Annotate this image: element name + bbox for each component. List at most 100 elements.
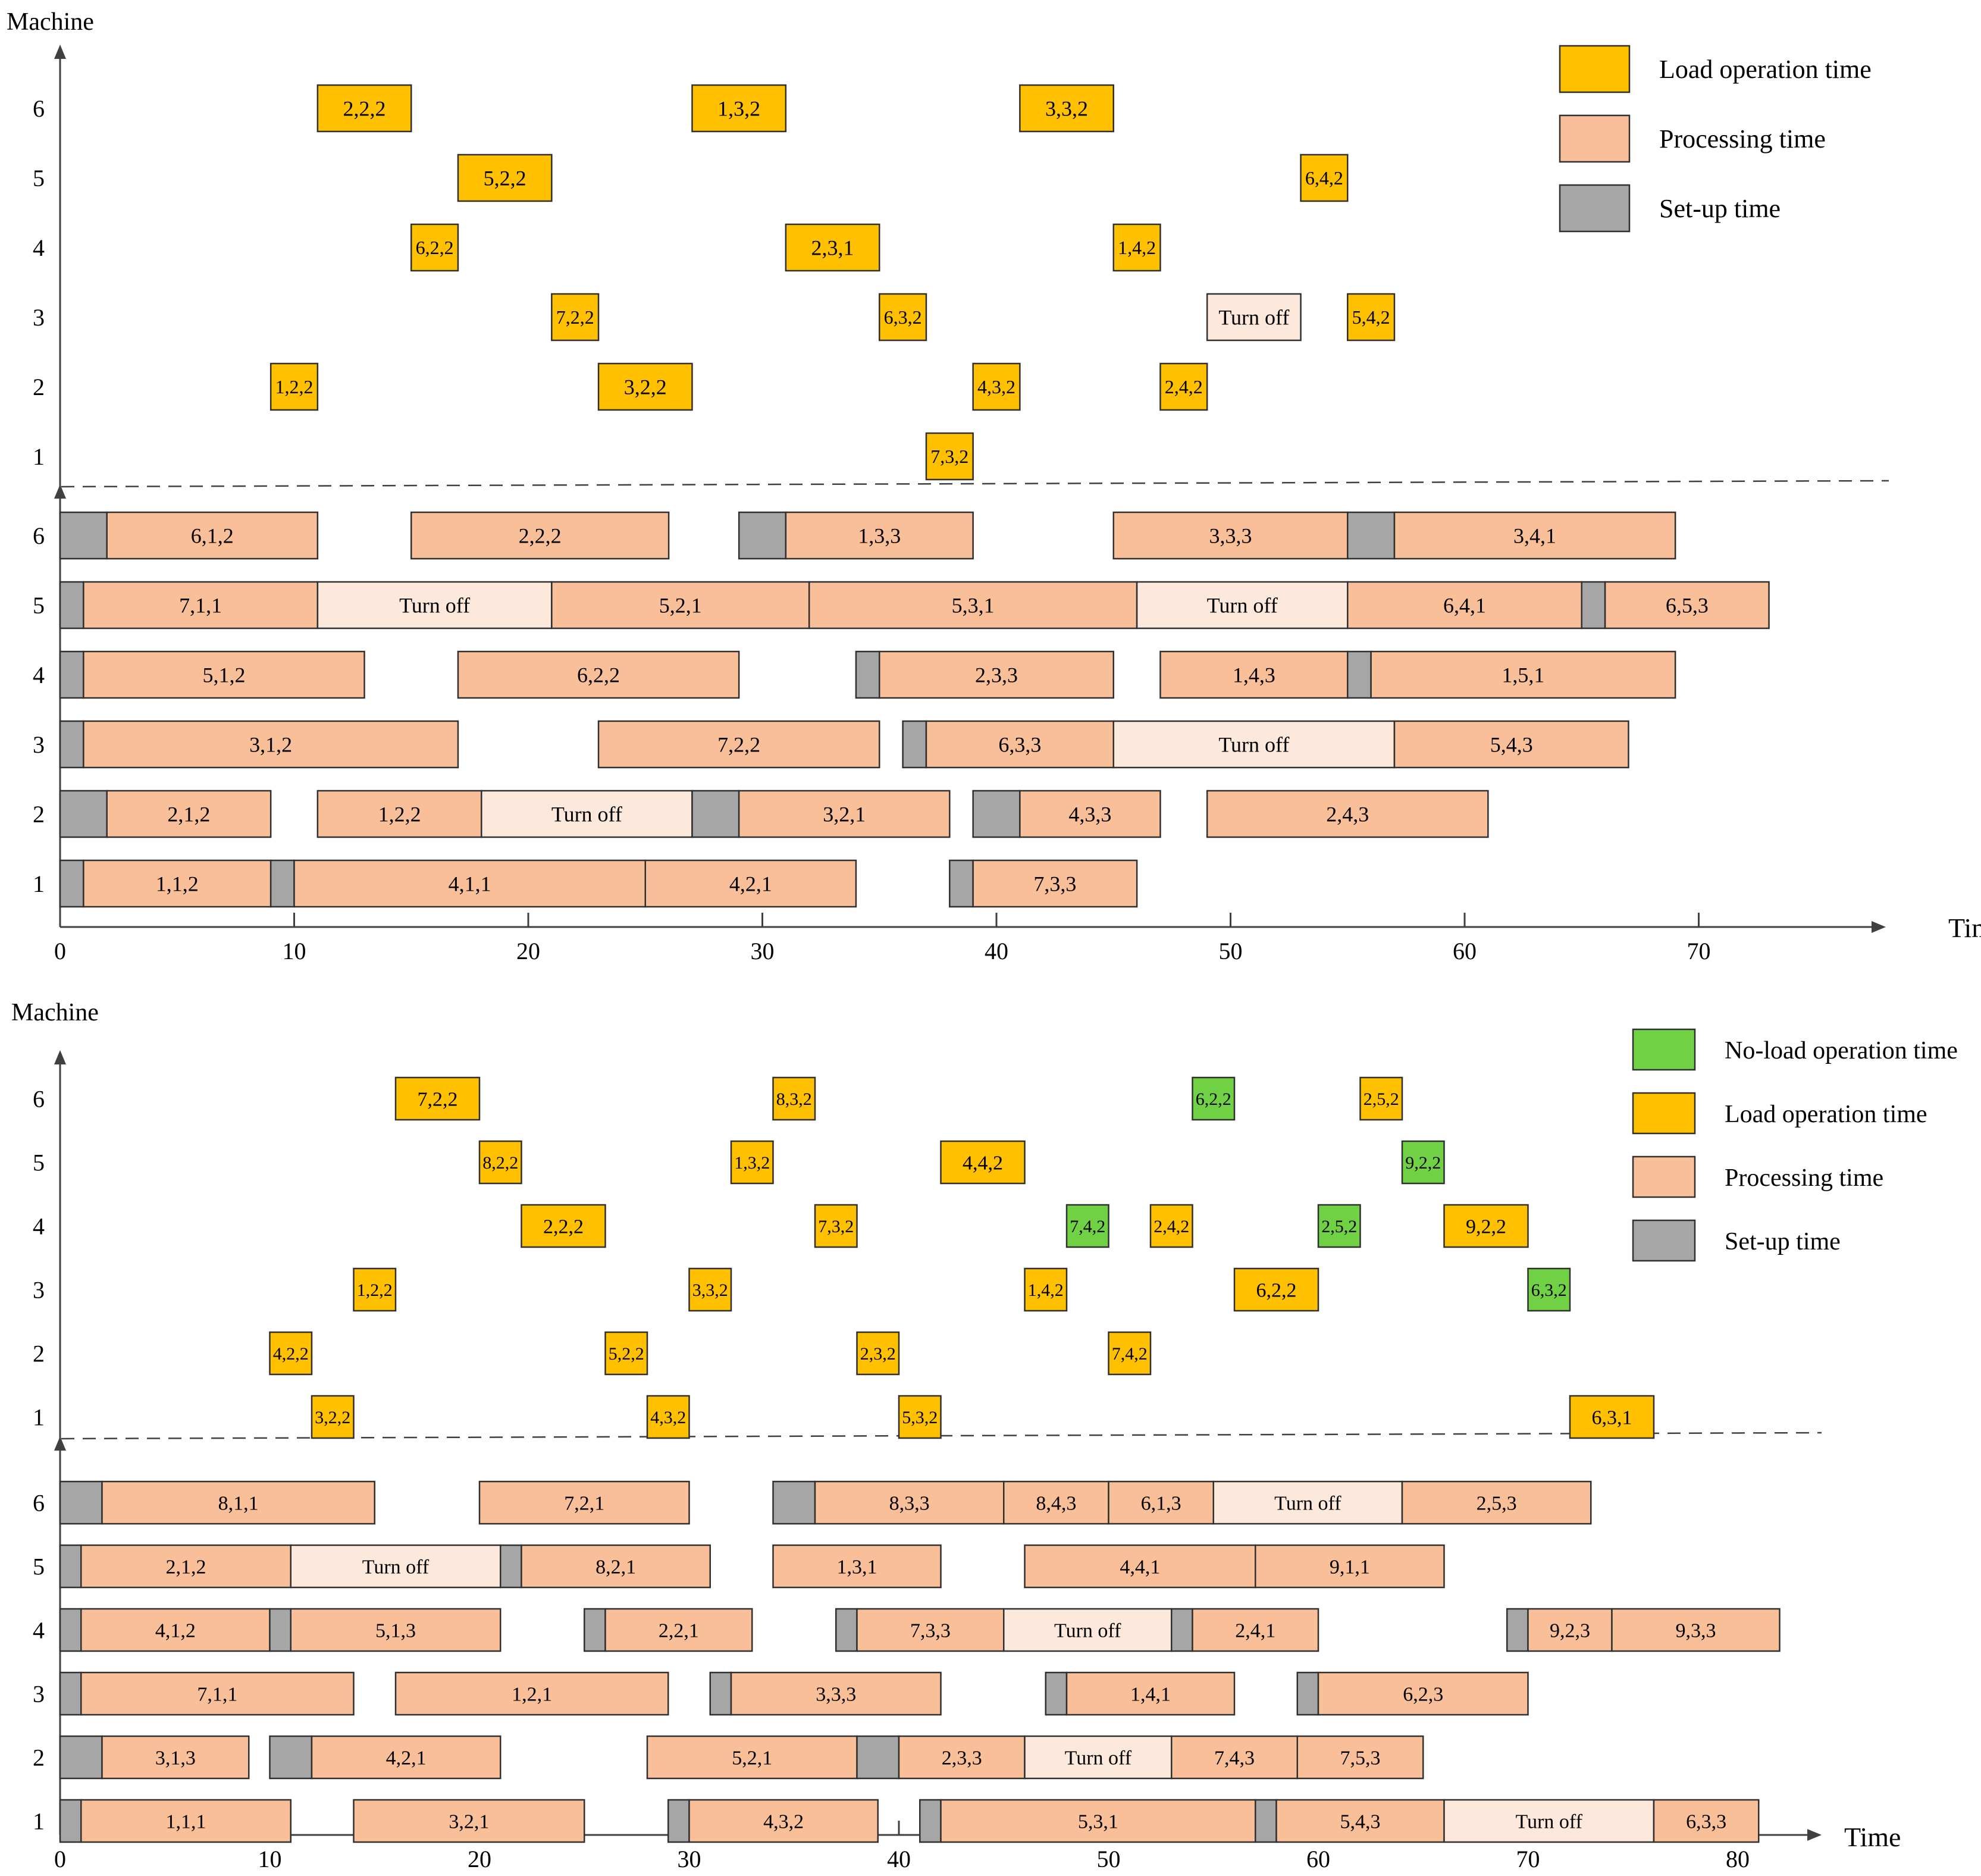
chart2-machining-bar	[772, 1544, 942, 1589]
chart1-machining-bar	[83, 650, 365, 699]
chart1-machining-bar-label: 4,2,1	[729, 872, 772, 896]
chart2-y-axis-arrow	[54, 1050, 66, 1064]
chart2-transport-bar	[521, 1204, 606, 1248]
chart2-machining-bar-label: Turn off	[362, 1556, 430, 1578]
chart2-transport-bar	[1359, 1076, 1403, 1121]
chart2-machining-bar-label: Turn off	[1516, 1811, 1583, 1833]
chart2-transport-bar-label: 4,2,2	[273, 1344, 309, 1364]
chart1-legend-label-load: Load operation time	[1659, 55, 1872, 84]
chart2-machining-bar	[269, 1608, 291, 1652]
chart1-machining-bar	[59, 511, 108, 560]
chart2-machining-bar	[1108, 1480, 1214, 1525]
chart1-transport-bar	[1112, 223, 1161, 272]
chart2-transport-bar-label: 7,4,2	[1070, 1217, 1105, 1236]
chart2-machining-bar-label: 4,4,1	[1120, 1556, 1160, 1578]
chart1-transport-bar	[269, 362, 319, 411]
chart2-machining-bar-label: 1,3,1	[837, 1556, 877, 1578]
chart1-machining-bar	[1136, 581, 1349, 629]
chart1-machining-bar	[1370, 650, 1676, 699]
chart2-transport-bar-label: 2,2,2	[543, 1216, 584, 1238]
chart2-machining-bar	[101, 1735, 250, 1780]
chart1-machining-bar-label: 2,3,3	[975, 663, 1018, 687]
chart1-y-axis-arrow-lower	[54, 484, 66, 499]
chart2-transport-bar-label: 3,3,2	[692, 1280, 728, 1300]
chart1-transport-bar	[691, 84, 787, 133]
chart2-machining-bar	[919, 1799, 942, 1843]
chart2-legend-swatch-load	[1632, 1092, 1696, 1135]
chart1-machining-bar	[316, 581, 553, 629]
chart1-transport-bar-label: 6,4,2	[1305, 167, 1343, 189]
chart1-transport-bar-label: 2,4,2	[1165, 376, 1203, 397]
chart2-transport-bar	[394, 1076, 481, 1121]
chart2-machining-bar-label: 8,1,1	[218, 1492, 259, 1514]
chart2-machining-bar	[500, 1544, 522, 1589]
chart1-transport-machine-label: 6	[33, 95, 45, 122]
chart2-legend-label-noload: No-load operation time	[1725, 1037, 1958, 1064]
chart2-transport-bar-label: 4,3,2	[650, 1408, 686, 1427]
chart2-machining-bar-label: 8,3,3	[889, 1492, 930, 1514]
chart2-machining-bar	[1611, 1608, 1781, 1652]
chart2-transport-bar	[1317, 1204, 1361, 1248]
chart1-machining-bar	[293, 859, 646, 908]
chart2-machining-bar	[709, 1671, 732, 1716]
chart2-machining-bar	[1255, 1799, 1277, 1843]
chart2-machining-bar-label: 5,2,1	[732, 1747, 772, 1769]
chart2-machining-bar	[101, 1480, 375, 1525]
chart1-machining-bar-label: 5,2,1	[659, 594, 702, 618]
chart1-machining-bar	[785, 511, 974, 560]
chart2-transport-bar	[730, 1140, 774, 1185]
chart1-machining-bar	[691, 790, 740, 838]
chart2-machining-bar	[1003, 1608, 1173, 1652]
chart2-machining-machine-label: 4	[33, 1617, 45, 1644]
chart1-machining-bar	[972, 859, 1138, 908]
chart2-machining-bar-label: 6,1,3	[1141, 1492, 1181, 1514]
chart1-machining-bar	[59, 581, 84, 629]
chart2-machining-bar	[1212, 1480, 1403, 1525]
chart2-machining-bar-label: 5,4,3	[1340, 1811, 1381, 1833]
chart1-legend-swatch-load	[1559, 45, 1631, 93]
chart1-machining-bar-label: 4,3,3	[1068, 803, 1111, 826]
chart1-machining-bar	[1019, 790, 1161, 838]
chart1-machining-bar-label: 1,3,3	[858, 524, 901, 548]
chart2-machining-bar	[521, 1544, 711, 1589]
chart2-machining-bar-label: 6,2,3	[1403, 1683, 1443, 1705]
chart2-machining-bar	[80, 1544, 291, 1589]
chart2-machining-bar-label: Turn off	[1065, 1747, 1132, 1769]
chart1-machining-bar	[738, 790, 951, 838]
chart1-machining-bar-label: 2,4,3	[1326, 803, 1369, 826]
chart2-machining-bar	[584, 1608, 606, 1652]
chart2-transport-bar-label: 4,4,2	[963, 1152, 1003, 1174]
chart2-transport-bar-label: 2,3,2	[860, 1344, 896, 1364]
chart1-transport-bar	[457, 154, 553, 202]
chart2-machining-bar	[1296, 1671, 1319, 1716]
chart2-machining-bar	[835, 1608, 858, 1652]
chart2-transport-bar	[1233, 1267, 1319, 1312]
chart1-machining-bar-label: 7,2,2	[717, 733, 760, 757]
chart1-machining-bar	[738, 511, 787, 560]
chart2-legend-swatch-noload	[1632, 1028, 1696, 1071]
chart1-machining-bar-label: 3,1,2	[249, 733, 292, 757]
chart1-y-axis-title: Machine	[7, 8, 94, 36]
chart1-x-tick-label: 10	[283, 938, 306, 964]
chart2-y-axis-arrow-lower	[54, 1436, 66, 1451]
chart1-machining-bar	[972, 790, 1021, 838]
chart2-machining-bar-label: 8,4,3	[1036, 1492, 1076, 1514]
chart1-machining-bar	[644, 859, 857, 908]
chart1-machining-bar	[1581, 581, 1606, 629]
chart1-machining-bar-label: 1,4,3	[1233, 663, 1275, 687]
chart1-transport-bar	[1159, 362, 1208, 411]
chart1-divider	[61, 480, 1889, 488]
chart2-transport-machine-label: 2	[33, 1341, 45, 1367]
chart1-transport-bar-label: 5,2,2	[484, 167, 526, 190]
chart1-machining-bar	[106, 511, 319, 560]
chart1-machining-bar-label: Turn off	[399, 594, 470, 618]
chart2-machining-bar	[478, 1480, 690, 1525]
chart2-transport-bar	[1192, 1076, 1236, 1121]
chart2-machining-machine-label: 1	[33, 1808, 45, 1835]
chart2-transport-bar	[1569, 1395, 1655, 1439]
chart1-transport-bar	[1347, 293, 1396, 342]
chart2-machining-bar	[646, 1735, 858, 1780]
chart2-machining-bar-label: 2,5,3	[1477, 1492, 1517, 1514]
chart1-transport-bar	[925, 432, 974, 481]
chart1-x-tick-label: 60	[1453, 938, 1477, 964]
